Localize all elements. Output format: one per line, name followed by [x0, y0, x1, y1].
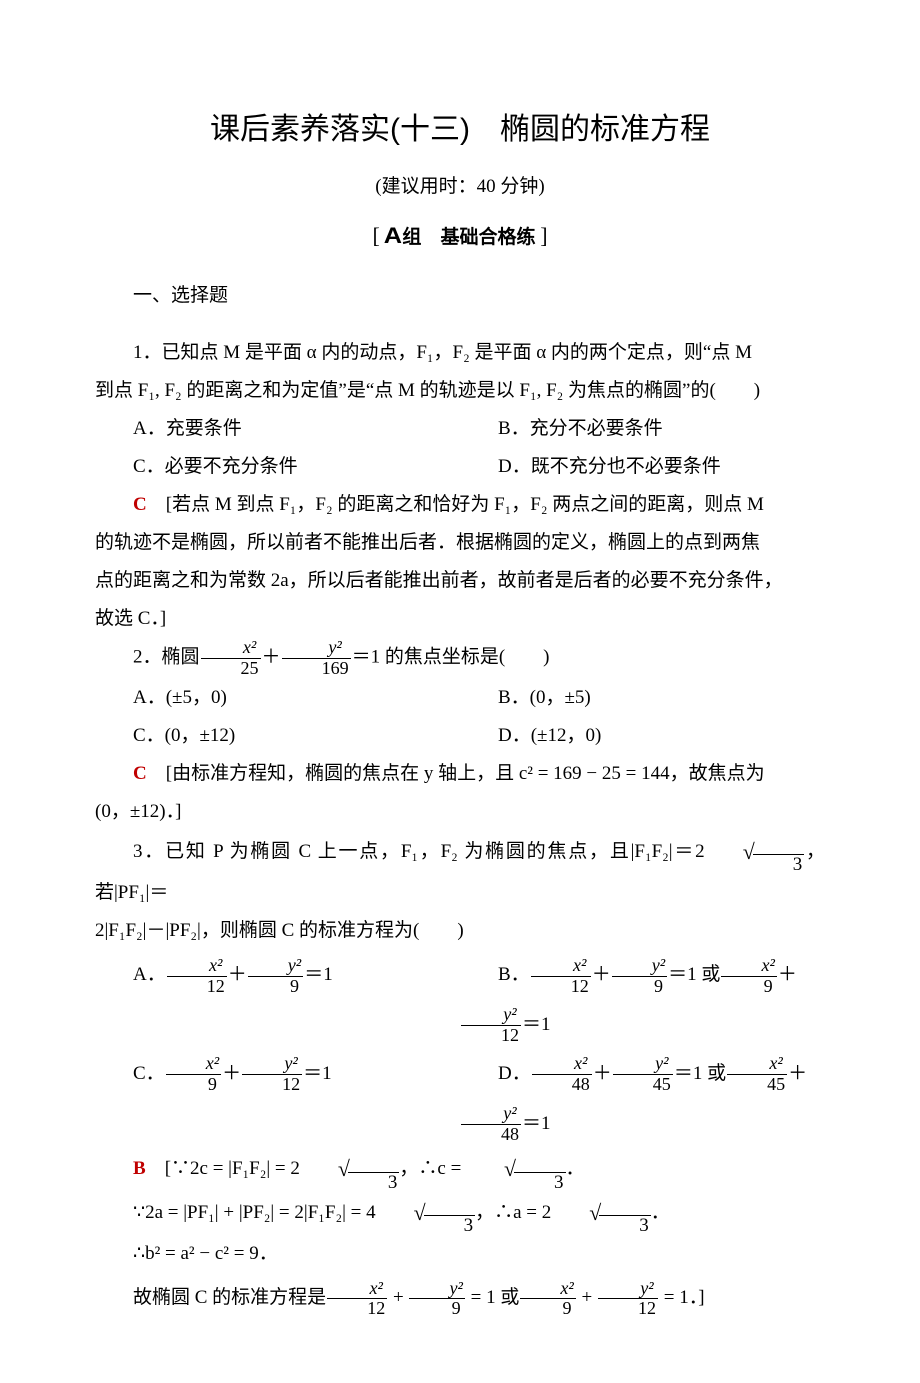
sqrt-icon: 3: [300, 1148, 400, 1192]
q1-answer: C: [133, 494, 147, 515]
q2-opt-c: C．(0，±12): [95, 717, 460, 755]
page-title: 课后素养落实(十三) 椭圆的标准方程: [95, 100, 825, 160]
q1-sol-text1: [若点 M 到点 F₁，F₂ 的距离之和恰好为 F₁，F₂ 两点之间的距离，则点…: [166, 494, 764, 515]
q1-opt-b: B．充分不必要条件: [460, 410, 825, 448]
q1-solution-l1: C [若点 M 到点 F₁，F₂ 的距离之和恰好为 F₁，F₂ 两点之间的距离，…: [95, 486, 825, 524]
group-letter: A: [383, 214, 401, 258]
sqrt-icon: 3: [551, 1192, 651, 1236]
q2-frac2: y²169: [282, 638, 351, 679]
q2-opt-b: B．(0，±5): [460, 679, 825, 717]
q3-answer: B: [133, 1158, 146, 1179]
q2-opt-d: D．(±12，0): [460, 717, 825, 755]
q3-options-row2: C．x²9＋y²12＝1 D．x²48＋y²45＝1 或x²45＋y²48＝1: [95, 1049, 825, 1148]
q2-stem: 2．椭圆x²25＋y²169＝1 的焦点坐标是( ): [95, 638, 825, 679]
bracket-close: ]: [540, 223, 547, 248]
section-heading: 一、选择题: [95, 277, 825, 315]
q1-opt-a: A．充要条件: [95, 410, 460, 448]
q3-l1a: 3．已知 P 为椭圆 C 上一点，F₁，F₂ 为椭圆的焦点，且|F₁F₂|＝2: [133, 841, 705, 862]
q2-frac1: x²25: [201, 638, 261, 679]
q1-stem-line2: 到点 F₁, F₂ 的距离之和为定值”是“点 M 的轨迹是以 F₁, F₂ 为焦…: [95, 372, 825, 410]
sqrt-icon: 3: [376, 1192, 476, 1236]
q1-stem-line1: 1．已知点 M 是平面 α 内的动点，F₁，F₂ 是平面 α 内的两个定点，则“…: [95, 334, 825, 372]
q3-solution-l2: ∵2a = |PF₁| + |PF₂| = 2|F₁F₂| = 43，∴a = …: [95, 1192, 825, 1236]
q3-stem-l2: 2|F₁F₂|－|PF₂|，则椭圆 C 的标准方程为( ): [95, 912, 825, 950]
q1-options-row2: C．必要不充分条件 D．既不充分也不必要条件: [95, 448, 825, 486]
q1-opt-c: C．必要不充分条件: [95, 448, 460, 486]
q1-opt-d: D．既不充分也不必要条件: [460, 448, 825, 486]
bracket-open: [: [372, 223, 379, 248]
q2-solution-l2: (0，±12)．]: [95, 793, 825, 831]
q3-solution-l4: 故椭圆 C 的标准方程是x²12 + y²9 = 1 或x²9 + y²12 =…: [95, 1273, 825, 1322]
q2-head: 2．椭圆: [133, 647, 200, 668]
q1-solution-l2: 的轨迹不是椭圆，所以前者不能推出后者．根据椭圆的定义，椭圆上的点到两焦: [95, 524, 825, 562]
q1-options-row1: A．充要条件 B．充分不必要条件: [95, 410, 825, 448]
sqrt-icon: 3: [705, 831, 805, 875]
q2-solution-l1: C [由标准方程知，椭圆的焦点在 y 轴上，且 c² = 169 − 25 = …: [95, 755, 825, 793]
q3-stem-l1: 3．已知 P 为椭圆 C 上一点，F₁，F₂ 为椭圆的焦点，且|F₁F₂|＝23…: [95, 831, 825, 913]
q2-options-row2: C．(0，±12) D．(±12，0): [95, 717, 825, 755]
q2-opt-a: A．(±5，0): [95, 679, 460, 717]
q2-answer: C: [133, 763, 147, 784]
q2-options-row1: A．(±5，0) B．(0，±5): [95, 679, 825, 717]
q3-opt-a: A．x²12＋y²9＝1: [95, 950, 460, 1049]
group-desc: 基础合格练: [440, 227, 535, 248]
q3-solution-l3: ∴b² = a² − c² = 9．: [95, 1235, 825, 1273]
q3-opt-c: C．x²9＋y²12＝1: [95, 1049, 460, 1148]
q1-solution-l4: 故选 C．]: [95, 600, 825, 638]
q3-opt-d: D．x²48＋y²45＝1 或x²45＋y²48＝1: [460, 1049, 825, 1148]
q3-solution-l1: B [∵2c = |F₁F₂| = 23，∴c = 3．: [95, 1148, 825, 1192]
q3-opt-b: B．x²12＋y²9＝1 或x²9＋y²12＝1: [460, 950, 825, 1049]
q2-tail: ＝1 的焦点坐标是( ): [352, 647, 550, 668]
q3-options-row1: A．x²12＋y²9＝1 B．x²12＋y²9＝1 或x²9＋y²12＝1: [95, 950, 825, 1049]
subtitle: (建议用时：40 分钟): [95, 168, 825, 206]
q1-solution-l3: 点的距离之和为常数 2a，所以后者能推出前者，故前者是后者的必要不充分条件，: [95, 562, 825, 600]
sqrt-icon: 3: [466, 1148, 566, 1192]
group-label: [ A组 基础合格练 ]: [95, 214, 825, 258]
group-word: 组: [402, 227, 421, 248]
q2-sol-text1: [由标准方程知，椭圆的焦点在 y 轴上，且 c² = 169 − 25 = 14…: [166, 763, 765, 784]
